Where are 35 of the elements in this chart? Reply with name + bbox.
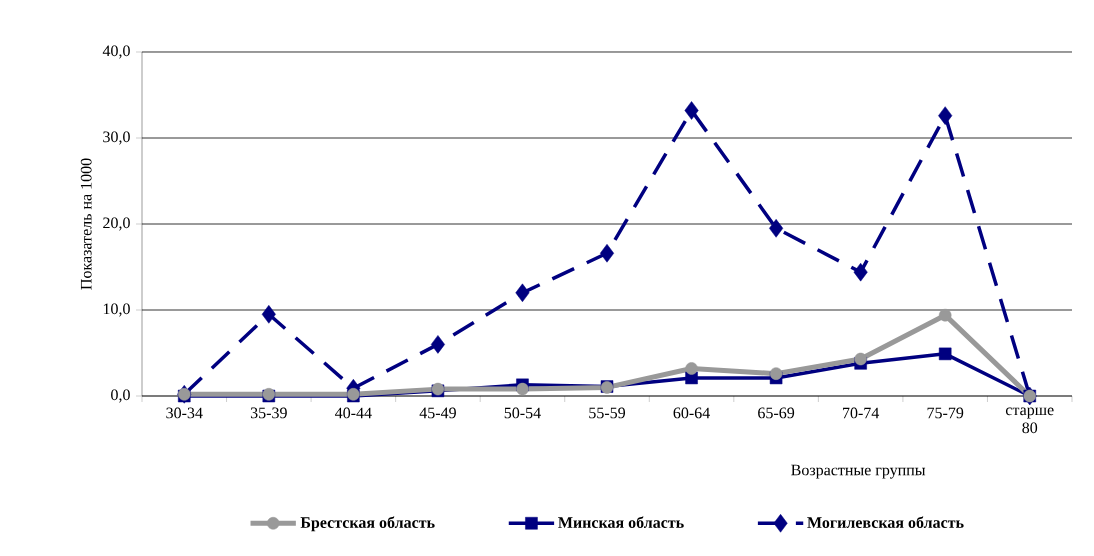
point (769, 219, 784, 238)
legend-label: Могилевская область (807, 516, 964, 528)
x-tick-label: 55-59 (589, 407, 626, 419)
legend-label: Минская область (558, 516, 684, 528)
point (430, 335, 445, 354)
y-axis-title: Показатель на 1000 (80, 158, 92, 290)
x-tick-label: 40-44 (335, 407, 372, 419)
x-tick-label: 70-74 (843, 407, 880, 419)
y-tick-label: 0,0 (111, 389, 130, 403)
y-tick-label: 20,0 (103, 217, 130, 231)
point (515, 283, 530, 303)
y-tick-label: 40,0 (102, 45, 130, 59)
x-tick-label: 45-49 (419, 407, 456, 419)
point (685, 362, 698, 375)
y-tick-label: 30,0 (103, 131, 130, 145)
x-tick-label: старше 80 (1005, 407, 1054, 434)
point (516, 382, 529, 396)
point (769, 367, 783, 380)
point (854, 352, 867, 366)
x-axis-title: Возрастные группы (791, 464, 926, 479)
point (938, 347, 952, 361)
x-tick-label: 50-54 (504, 407, 541, 419)
x-tick-label: 60-64 (673, 407, 710, 419)
point (853, 262, 868, 282)
point (684, 101, 699, 120)
x-tick-label: 75-79 (927, 407, 964, 419)
x-tick-label: 65-69 (758, 407, 795, 419)
point (600, 243, 615, 263)
y-tick-label: 10,0 (103, 303, 130, 317)
x-tick-label: 35-39 (250, 407, 287, 419)
x-tick-label: 30-34 (166, 407, 203, 419)
point (938, 308, 952, 322)
point (261, 305, 276, 324)
legend-label: Брестская область (300, 516, 435, 532)
point (938, 106, 953, 125)
